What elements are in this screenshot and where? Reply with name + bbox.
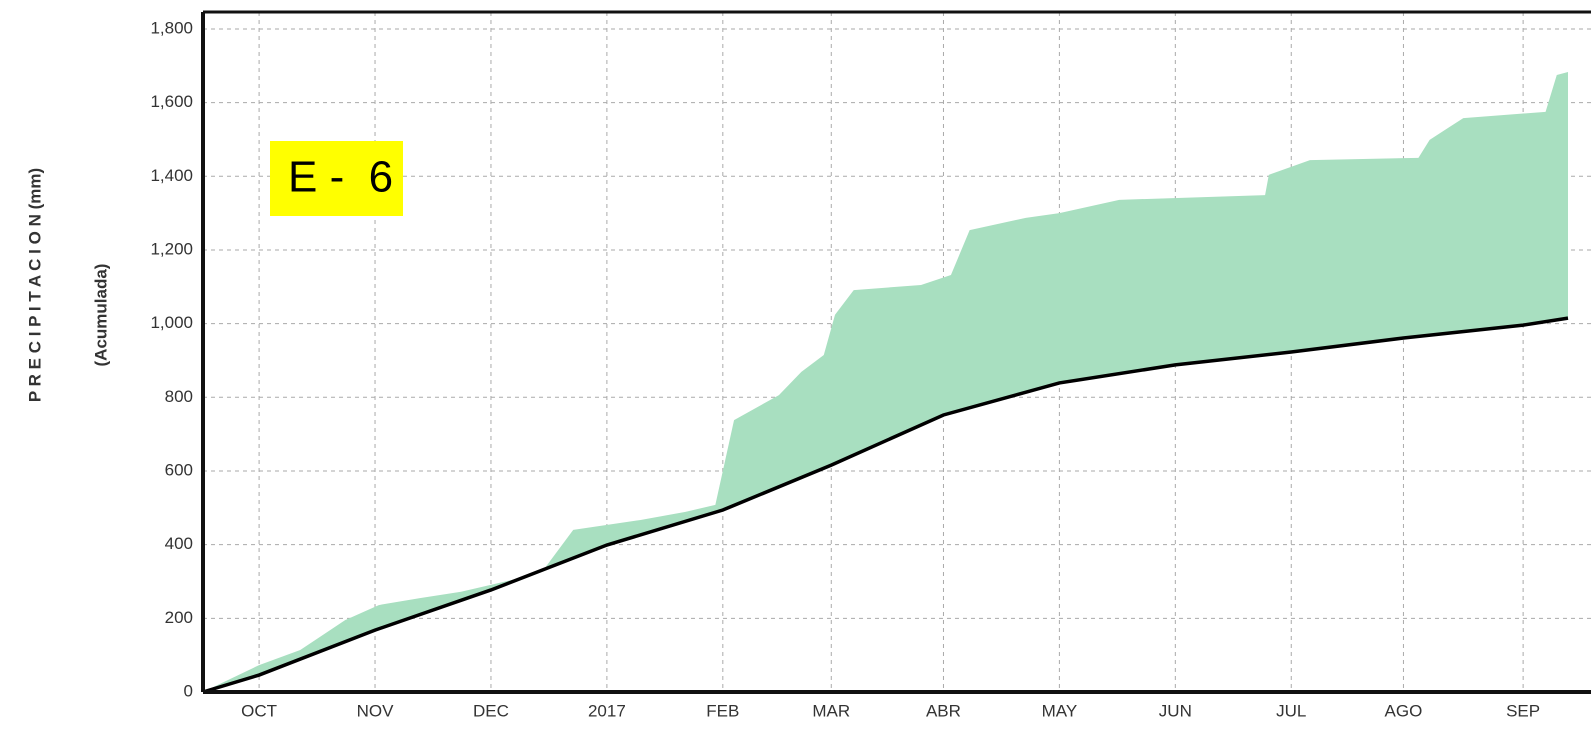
annotation: E - 6 <box>288 153 393 202</box>
x-tick-label: ABR <box>926 701 961 720</box>
x-tick-label: JUN <box>1159 701 1192 720</box>
y-tick-label: 800 <box>165 387 193 406</box>
y-tick-label: 1,400 <box>150 166 193 185</box>
y-tick-label: 1,200 <box>150 239 193 258</box>
x-tick-label: DEC <box>473 701 509 720</box>
x-tick-label: MAY <box>1042 701 1078 720</box>
observed-area <box>203 72 1568 692</box>
x-tick-label: FEB <box>706 701 739 720</box>
y-tick-label: 600 <box>165 460 193 479</box>
normal-line <box>202 316 1569 694</box>
y-axis-label-2: (Acumulada) <box>91 264 110 367</box>
y-axis-label: P R E C I P I T A C I O N (mm) <box>25 168 44 402</box>
y-tick-label: 0 <box>184 681 193 700</box>
y-tick-label: 400 <box>165 534 193 553</box>
y-tick-label: 1,600 <box>150 92 193 111</box>
x-tick-label: MAR <box>812 701 850 720</box>
x-tick-label: OCT <box>241 701 277 720</box>
x-tick-label: 2017 <box>588 701 626 720</box>
x-tick-label: AGO <box>1385 701 1423 720</box>
x-tick-label: SEP <box>1506 701 1540 720</box>
x-tick-label: NOV <box>357 701 395 720</box>
y-tick-label: 1,800 <box>150 18 193 37</box>
y-tick-label: 1,000 <box>150 313 193 332</box>
annotation-box <box>270 141 403 216</box>
x-tick-label: JUL <box>1276 701 1306 720</box>
y-tick-label: 200 <box>165 608 193 627</box>
